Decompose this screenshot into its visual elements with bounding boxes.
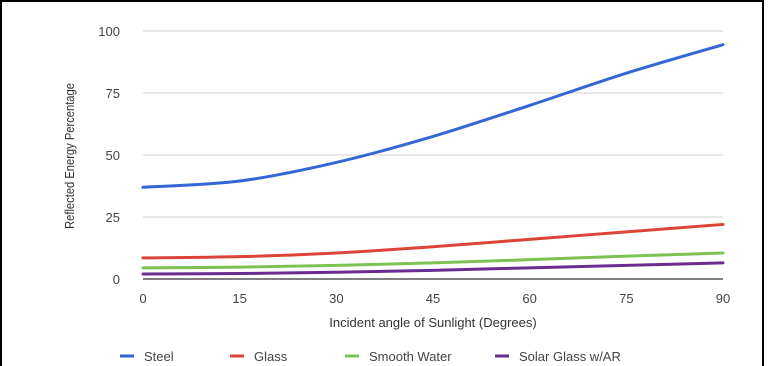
series-line-smooth-water	[141, 251, 725, 270]
y-tick-label: 100	[98, 24, 120, 39]
x-tick-label: 15	[232, 291, 246, 306]
legend-item-glass: Glass	[230, 349, 288, 364]
y-tick-label: 75	[106, 86, 120, 101]
y-tick-label: 50	[106, 148, 120, 163]
x-tick-labels: 0 15 30 45 60 75 90	[139, 291, 730, 306]
y-tick-label: 25	[106, 210, 120, 225]
x-tick-label: 90	[716, 291, 730, 306]
legend-label: Glass	[254, 349, 288, 364]
series-line-steel	[141, 43, 725, 189]
series-line-solar-glass-w-ar	[141, 261, 725, 276]
legend-label: Steel	[144, 349, 174, 364]
x-tick-label: 30	[329, 291, 343, 306]
x-tick-label: 45	[426, 291, 440, 306]
legend-item-solar-glass-w-ar: Solar Glass w/AR	[495, 349, 621, 364]
legend-label: Solar Glass w/AR	[519, 349, 621, 364]
gridlines	[143, 30, 723, 280]
x-tick-label: 60	[522, 291, 536, 306]
legend: Steel Glass Smooth Water Solar Glass w/AR	[120, 349, 621, 364]
legend-label: Smooth Water	[369, 349, 452, 364]
y-axis-label: Reflected Energy Percentage	[62, 83, 77, 229]
y-tick-label: 0	[113, 272, 120, 287]
x-tick-label: 0	[139, 291, 146, 306]
y-tick-labels: 0 25 50 75 100	[98, 24, 120, 287]
series-lines	[141, 43, 725, 276]
series-line-glass	[141, 222, 725, 260]
legend-item-smooth-water: Smooth Water	[345, 349, 452, 364]
x-axis-label: Incident angle of Sunlight (Degrees)	[329, 315, 536, 330]
legend-item-steel: Steel	[120, 349, 174, 364]
x-tick-label: 75	[619, 291, 633, 306]
